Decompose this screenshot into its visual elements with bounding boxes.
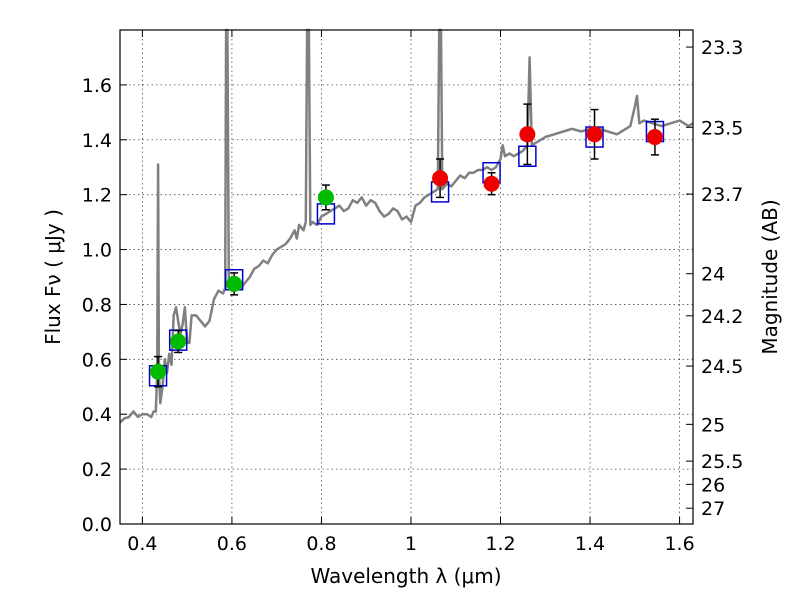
y-axis-label: Flux Fν ( μJy ) [41, 209, 65, 345]
y2-tick-label: 24.5 [701, 356, 743, 378]
photometry-layer [150, 103, 663, 388]
x-axis-label: Wavelength λ (μm) [310, 564, 501, 588]
spectrum-layer [119, 28, 694, 424]
plot-frame [119, 29, 694, 525]
nir-point [432, 170, 449, 187]
y2-tick-label: 24.2 [701, 306, 743, 328]
y-tick-label: 1.6 [82, 75, 112, 97]
ticks: 0.4 0.6 0.8 1 1.2 1.4 1.6 0.0 0.2 0.4 0.6 0.8 1.0 1.2… [82, 30, 743, 555]
y2-tick-label: 26 [701, 474, 725, 496]
y-tick-label: 1.0 [82, 240, 112, 262]
y2-tick-label: 27 [701, 498, 725, 520]
x-tick-label: 0.6 [217, 533, 247, 555]
y2-tick-label: 23.5 [701, 117, 743, 139]
x-tick-label: 1.6 [664, 533, 694, 555]
y-tick-label: 0.0 [82, 514, 112, 536]
grid [120, 30, 693, 524]
nir-point [483, 175, 500, 192]
y2-tick-label: 25.5 [701, 451, 743, 473]
x-tick-label: 1.2 [485, 533, 515, 555]
y-tick-label: 1.2 [82, 185, 112, 207]
y2-tick-label: 23.3 [701, 37, 743, 59]
x-tick-label: 0.8 [306, 533, 336, 555]
nir-point [519, 126, 536, 143]
spectrum-line [119, 28, 694, 424]
x-tick-label: 1.4 [575, 533, 605, 555]
y2-tick-label: 25 [701, 414, 725, 436]
y-tick-label: 0.8 [82, 294, 112, 316]
nir-point [646, 129, 663, 146]
optical-point [170, 333, 187, 350]
y-tick-label: 1.4 [82, 130, 112, 152]
y-tick-label: 0.6 [82, 349, 112, 371]
y-tick-label: 0.4 [82, 404, 112, 426]
y-tick-label: 0.2 [82, 459, 112, 481]
y2-tick-label: 23.7 [701, 184, 743, 206]
nir-point [586, 126, 603, 143]
y2-tick-label: 24 [701, 264, 725, 286]
optical-point [150, 363, 167, 380]
y2-axis-label: Magnitude (AB) [758, 199, 782, 354]
x-tick-label: 0.4 [127, 533, 157, 555]
x-tick-label: 1 [405, 533, 417, 555]
optical-point [226, 275, 243, 292]
optical-point [317, 189, 334, 206]
